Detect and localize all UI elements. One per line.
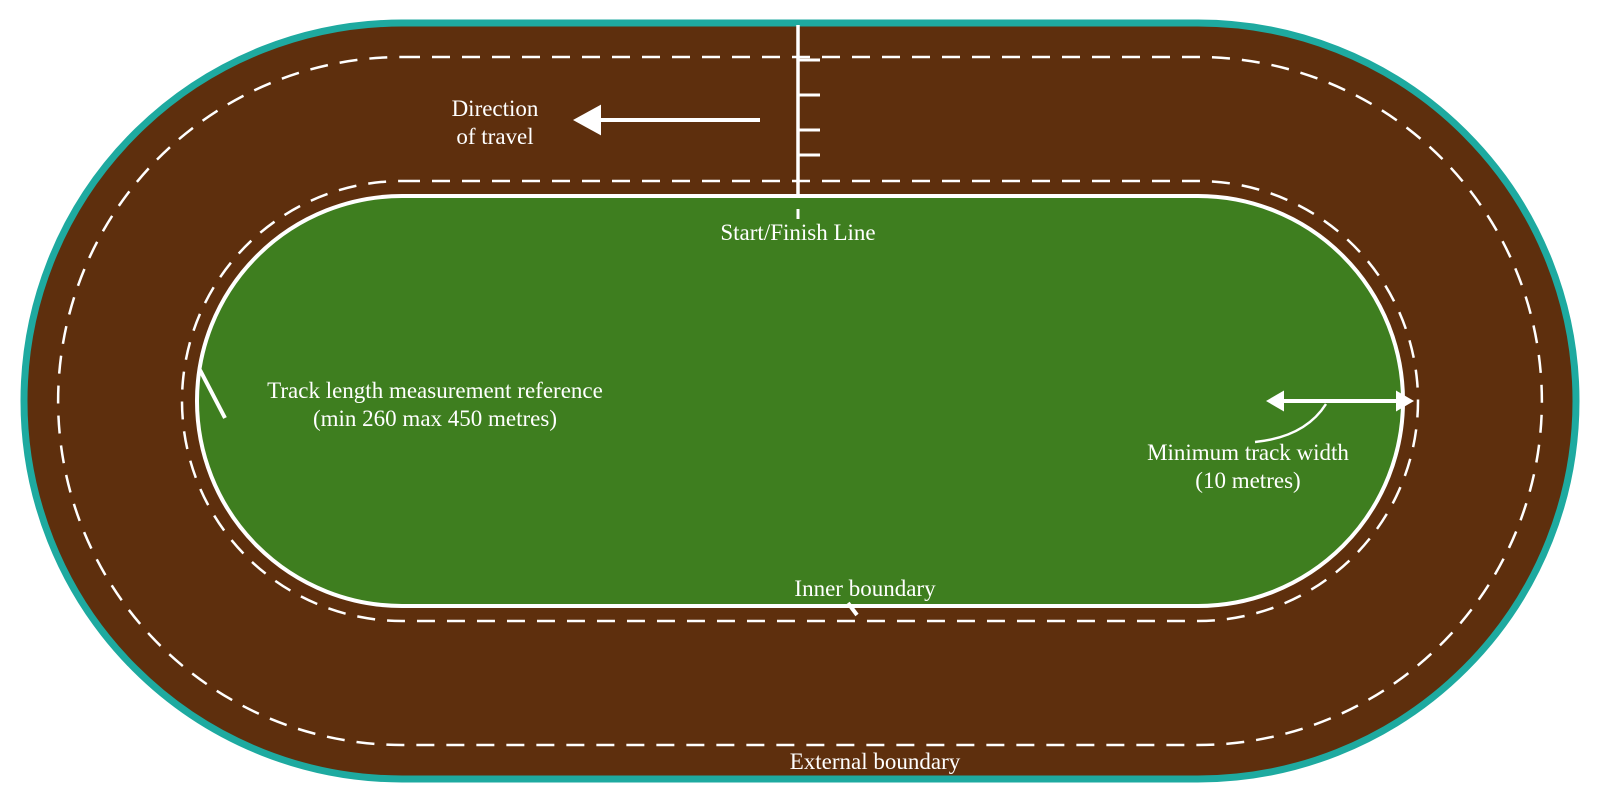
external-boundary-label: External boundary bbox=[790, 749, 961, 774]
start-finish-label: Start/Finish Line bbox=[720, 220, 875, 245]
inner-boundary-label: Inner boundary bbox=[794, 576, 936, 601]
